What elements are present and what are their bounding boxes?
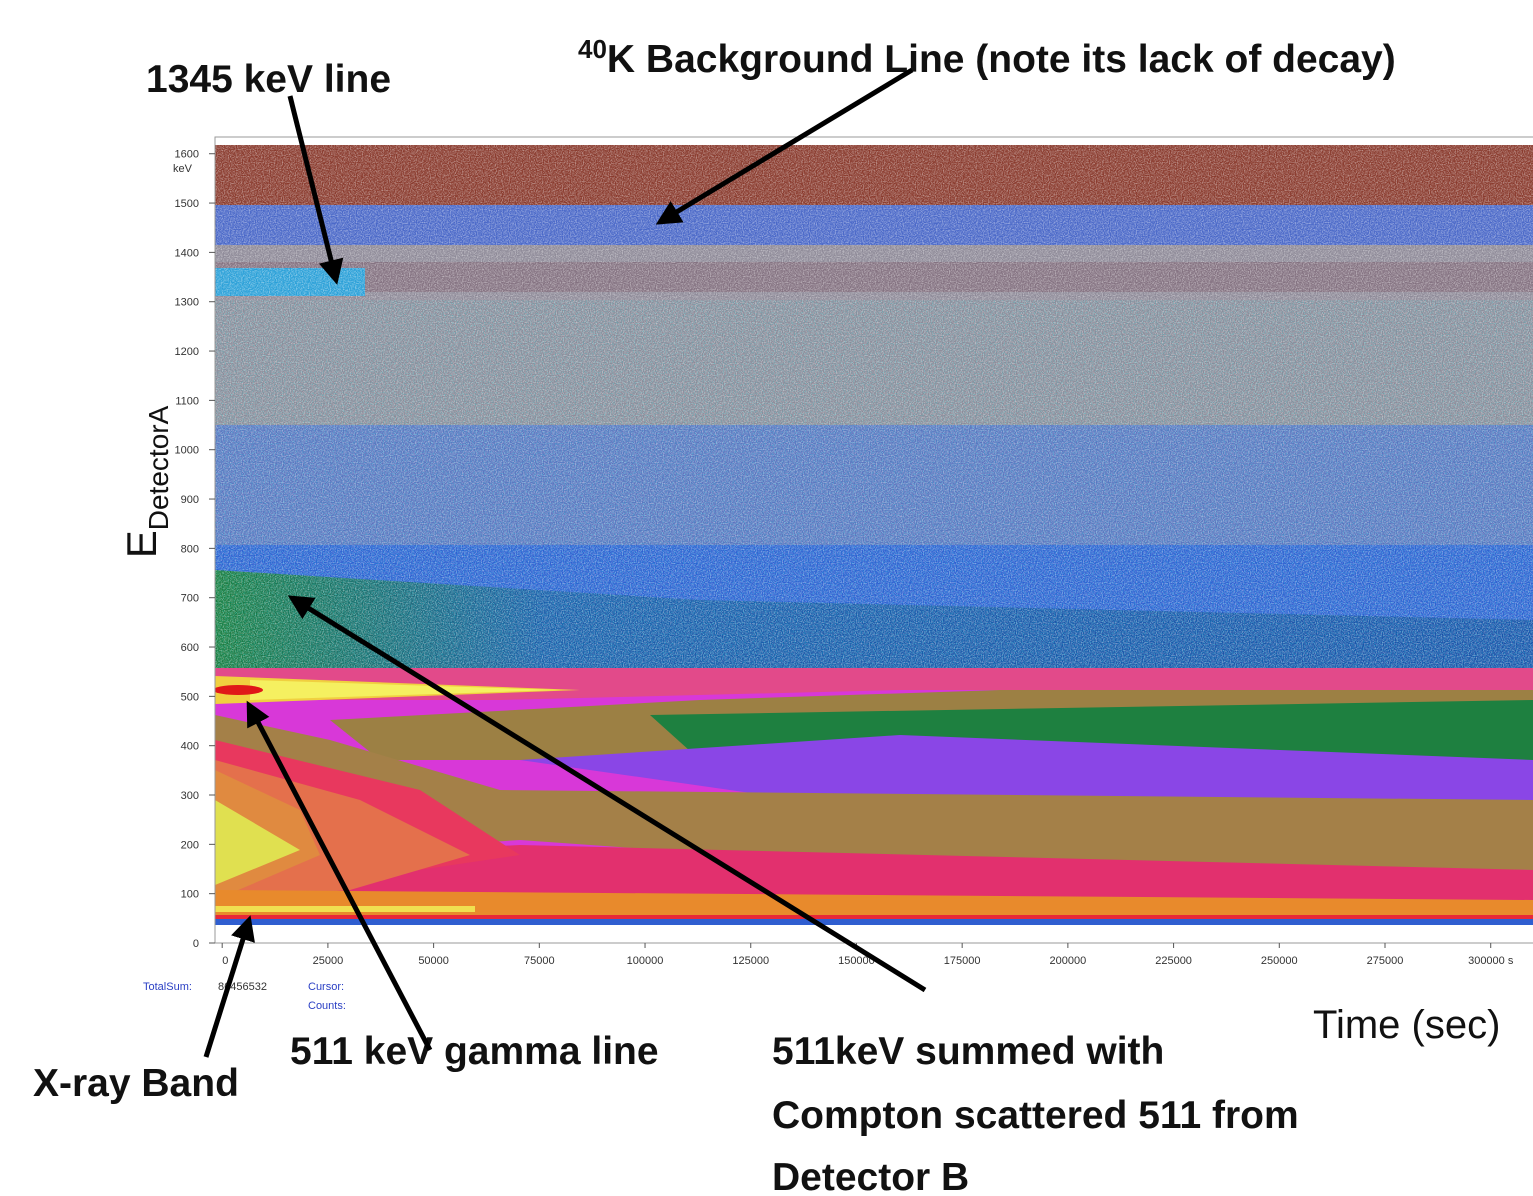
y-tick-label: 100: [181, 889, 199, 901]
counts-label: Counts:: [308, 1000, 346, 1012]
x-tick-label: 250000: [1261, 955, 1298, 967]
total-sum-label: TotalSum:: [143, 981, 192, 993]
y-tick-label: 300: [181, 790, 199, 802]
y-tick-label: 500: [181, 691, 199, 703]
y-tick-label: 600: [181, 642, 199, 654]
heatmap-image: [213, 145, 1533, 925]
x-tick-label: 75000: [524, 955, 555, 967]
annotation: 511 keV gamma line: [290, 1030, 659, 1073]
y-tick-label: 700: [181, 593, 199, 605]
x-tick-label: 225000: [1155, 955, 1192, 967]
y-unit: keV: [173, 163, 193, 175]
y-tick-label: 1100: [175, 395, 199, 407]
annotation-line: 511keV summed with: [772, 1030, 1164, 1073]
y-tick-label: 400: [181, 741, 199, 753]
chart: 0100200300400500600700800900100011001200…: [0, 0, 1533, 1191]
x-tick-label: 200000: [1050, 955, 1087, 967]
y-tick-label: 800: [181, 543, 199, 555]
annotation-line: Detector B: [772, 1156, 969, 1191]
y-tick-label: 200: [181, 839, 199, 851]
x-tick-label: 125000: [732, 955, 769, 967]
annotation-line: Compton scattered 511 from: [772, 1094, 1299, 1137]
x-tick-label: 300000 s: [1468, 955, 1514, 967]
annotation-text: K Background Line (note its lack of deca…: [607, 38, 1396, 81]
cursor-label: Cursor:: [308, 981, 344, 993]
x-tick-label: 50000: [418, 955, 449, 967]
y-axis-label: EDetectorA: [118, 405, 174, 558]
x-tick-label: 175000: [944, 955, 981, 967]
y-label-sub: DetectorA: [143, 405, 174, 530]
x-tick-label: 275000: [1367, 955, 1404, 967]
annotation: 1345 keV line: [146, 58, 391, 101]
y-tick-label: 1300: [175, 297, 199, 309]
y-label-main: E: [118, 530, 165, 558]
annotation: 40K Background Line (note its lack of de…: [578, 34, 1396, 81]
y-tick-label: 1400: [175, 247, 199, 259]
annotation-superscript: 40: [578, 34, 607, 64]
y-tick-label: 1200: [175, 346, 199, 358]
annotation: X-ray Band: [33, 1062, 239, 1105]
y-tick-label: 1000: [175, 445, 199, 457]
y-tick-label: 1600: [175, 149, 199, 161]
x-tick-label: 0: [222, 955, 228, 967]
page: 0100200300400500600700800900100011001200…: [0, 0, 1533, 1191]
x-axis-label: Time (sec): [1313, 1003, 1500, 1047]
y-tick-label: 1500: [175, 198, 199, 210]
x-tick-label: 100000: [627, 955, 664, 967]
y-tick-label: 0: [193, 938, 199, 950]
x-tick-label: 25000: [313, 955, 344, 967]
y-tick-label: 900: [181, 494, 199, 506]
